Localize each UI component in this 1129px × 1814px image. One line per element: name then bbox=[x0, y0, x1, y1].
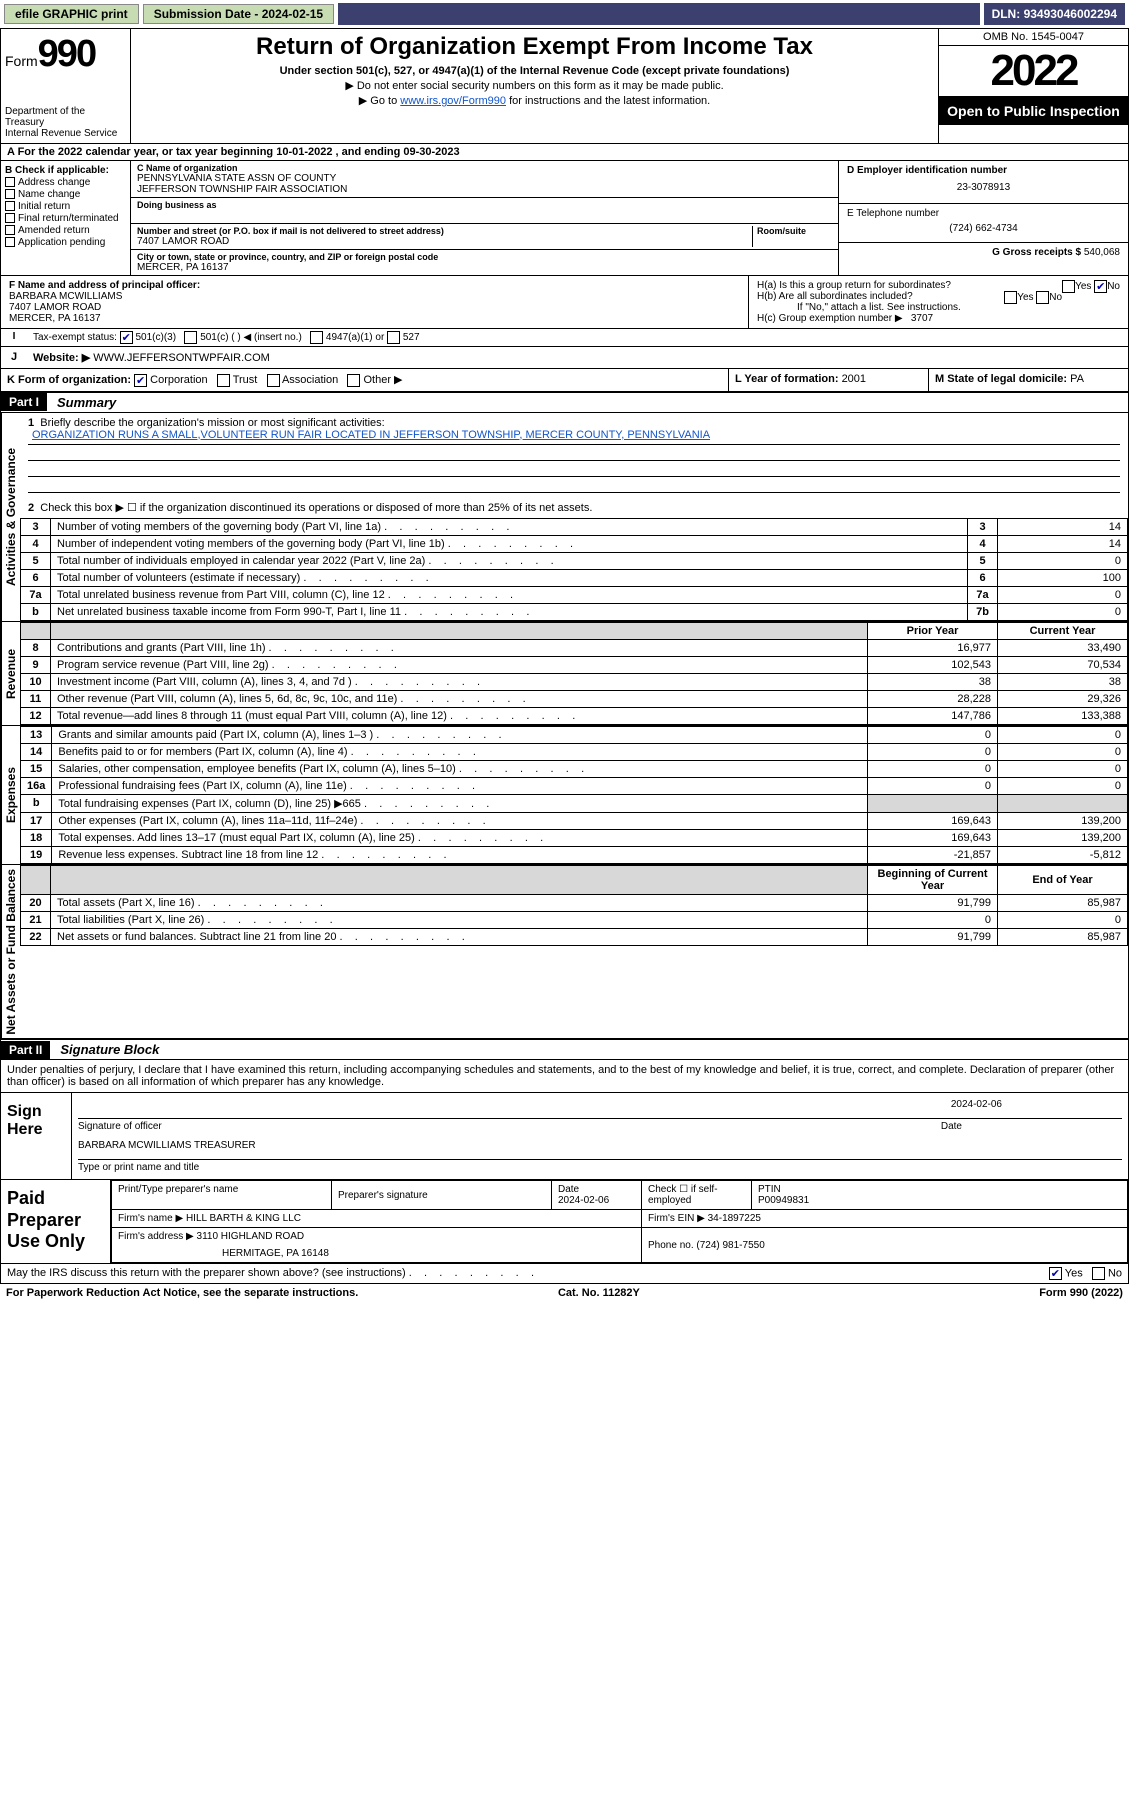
part2-header: Part II Signature Block bbox=[0, 1039, 1129, 1060]
open-public: Open to Public Inspection bbox=[939, 97, 1128, 125]
submission-date: Submission Date - 2024-02-15 bbox=[143, 4, 334, 24]
toolbar-spacer bbox=[338, 3, 979, 25]
mission-link[interactable]: ORGANIZATION RUNS A SMALL,VOLUNTEER RUN … bbox=[32, 429, 710, 441]
expenses-section: Expenses 13Grants and similar amounts pa… bbox=[0, 726, 1129, 865]
section-d: D Employer identification number 23-3078… bbox=[838, 161, 1128, 275]
sign-here: Sign Here 2024-02-06 Signature of office… bbox=[0, 1093, 1129, 1180]
activities-governance: Activities & Governance 1 Briefly descri… bbox=[0, 413, 1129, 622]
revenue-section: Revenue Prior YearCurrent Year8Contribut… bbox=[0, 622, 1129, 726]
section-b: B Check if applicable: Address change Na… bbox=[1, 161, 131, 275]
line-a: A For the 2022 calendar year, or tax yea… bbox=[0, 144, 1129, 161]
form-title: Return of Organization Exempt From Incom… bbox=[137, 33, 932, 61]
may-irs-discuss: May the IRS discuss this return with the… bbox=[0, 1264, 1129, 1284]
dln-label: DLN: 93493046002294 bbox=[984, 3, 1125, 25]
page-footer: For Paperwork Reduction Act Notice, see … bbox=[0, 1284, 1129, 1302]
netassets-section: Net Assets or Fund Balances Beginning of… bbox=[0, 865, 1129, 1040]
efile-print-btn[interactable]: efile GRAPHIC print bbox=[4, 4, 139, 24]
part1-header: Part I Summary bbox=[0, 392, 1129, 413]
irs-link[interactable]: www.irs.gov/Form990 bbox=[400, 95, 506, 107]
form-header: Form990 Department of the Treasury Inter… bbox=[0, 28, 1129, 144]
governance-table: 3Number of voting members of the governi… bbox=[20, 518, 1128, 621]
section-c: C Name of organization PENNSYLVANIA STAT… bbox=[131, 161, 838, 275]
section-bcd: B Check if applicable: Address change Na… bbox=[0, 161, 1129, 276]
omb-number: OMB No. 1545-0047 bbox=[939, 29, 1128, 46]
section-fh: F Name and address of principal officer:… bbox=[0, 276, 1129, 329]
penalty-text: Under penalties of perjury, I declare th… bbox=[0, 1060, 1129, 1093]
top-toolbar: efile GRAPHIC print Submission Date - 20… bbox=[0, 0, 1129, 28]
paid-preparer: Paid Preparer Use Only Print/Type prepar… bbox=[0, 1180, 1129, 1264]
tax-year: 2022 bbox=[939, 46, 1128, 97]
